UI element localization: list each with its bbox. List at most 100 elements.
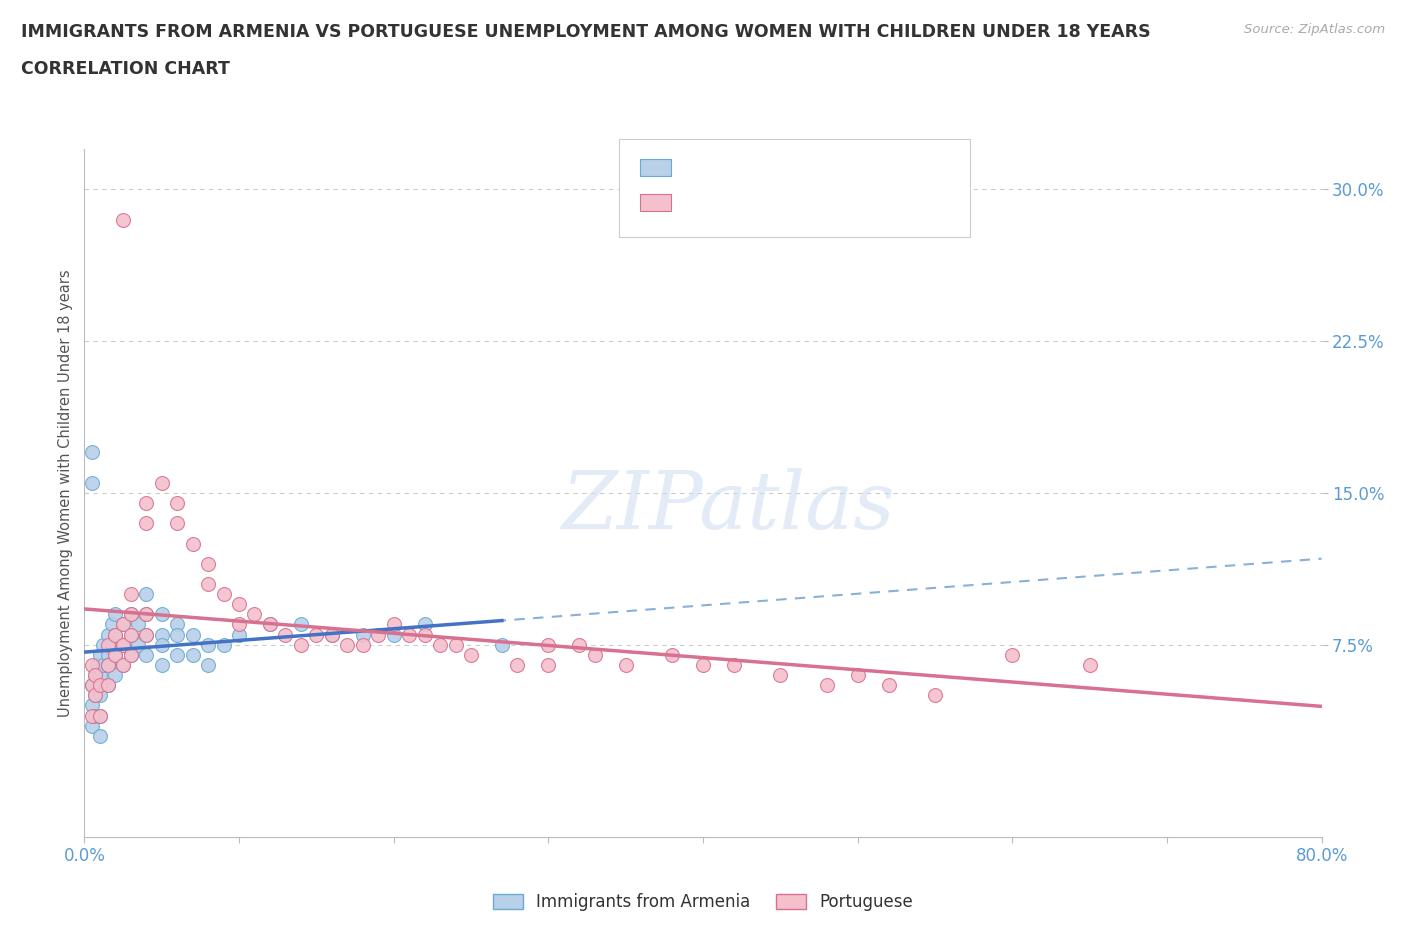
Point xyxy=(112,637,135,652)
Point xyxy=(382,617,405,631)
Point xyxy=(336,637,359,652)
Text: 0.151: 0.151 xyxy=(713,160,763,175)
Point xyxy=(101,637,124,652)
Point xyxy=(197,658,219,672)
Point xyxy=(135,647,157,662)
Point xyxy=(537,658,560,672)
Point xyxy=(692,658,714,672)
Point xyxy=(112,212,135,227)
Point xyxy=(150,475,173,490)
Point xyxy=(181,536,204,551)
Point xyxy=(444,637,467,652)
Point xyxy=(352,627,374,642)
Point xyxy=(112,658,135,672)
Point xyxy=(614,658,637,672)
Point xyxy=(150,658,173,672)
Point xyxy=(82,658,104,672)
Point xyxy=(212,587,235,602)
Text: R =: R = xyxy=(679,160,710,175)
Point xyxy=(197,637,219,652)
Point xyxy=(1001,647,1024,662)
Point xyxy=(89,728,111,743)
Point xyxy=(82,708,104,723)
Point xyxy=(228,627,250,642)
Point xyxy=(166,647,188,662)
Point xyxy=(84,708,107,723)
Point xyxy=(89,647,111,662)
Point xyxy=(120,587,142,602)
Point xyxy=(104,647,127,662)
Point xyxy=(120,607,142,622)
Point xyxy=(135,587,157,602)
Point xyxy=(112,658,135,672)
Point xyxy=(259,617,281,631)
Point xyxy=(84,668,107,683)
Point xyxy=(91,637,114,652)
Point xyxy=(112,617,135,631)
Point xyxy=(89,688,111,703)
Point xyxy=(127,617,149,631)
Point xyxy=(166,496,188,511)
Point xyxy=(135,607,157,622)
Point xyxy=(1078,658,1101,672)
Point xyxy=(96,658,118,672)
Text: -0.046: -0.046 xyxy=(706,195,763,210)
Point xyxy=(96,637,118,652)
Point xyxy=(112,617,135,631)
Point xyxy=(89,708,111,723)
Point xyxy=(86,658,108,672)
Text: Source: ZipAtlas.com: Source: ZipAtlas.com xyxy=(1244,23,1385,36)
Point xyxy=(150,627,173,642)
Point xyxy=(82,678,104,693)
Point xyxy=(120,647,142,662)
Point xyxy=(150,637,173,652)
Point xyxy=(305,627,328,642)
Text: 57: 57 xyxy=(844,160,866,175)
Point xyxy=(506,658,529,672)
Point xyxy=(290,617,312,631)
Point xyxy=(120,627,142,642)
Point xyxy=(197,577,219,591)
Point xyxy=(568,637,591,652)
Point xyxy=(135,607,157,622)
Point xyxy=(382,627,405,642)
Point xyxy=(583,647,606,662)
Text: N =: N = xyxy=(778,195,810,210)
Point xyxy=(212,637,235,652)
Point xyxy=(104,627,127,642)
Point xyxy=(321,627,343,642)
Point xyxy=(166,516,188,531)
Point xyxy=(84,688,107,703)
Text: R =: R = xyxy=(679,195,710,210)
Point xyxy=(413,617,436,631)
Point xyxy=(398,627,420,642)
Point xyxy=(135,516,157,531)
Point xyxy=(84,668,107,683)
Y-axis label: Unemployment Among Women with Children Under 18 years: Unemployment Among Women with Children U… xyxy=(58,269,73,717)
Point xyxy=(321,627,343,642)
Point xyxy=(96,678,118,693)
Point xyxy=(82,698,104,713)
Point xyxy=(166,627,188,642)
Point xyxy=(491,637,513,652)
Point xyxy=(150,607,173,622)
Point xyxy=(429,637,451,652)
Point xyxy=(82,678,104,693)
Point xyxy=(181,647,204,662)
Point xyxy=(120,647,142,662)
Text: 63: 63 xyxy=(844,195,866,210)
Point xyxy=(82,475,104,490)
Point xyxy=(815,678,838,693)
Point xyxy=(290,637,312,652)
Point xyxy=(127,637,149,652)
Text: IMMIGRANTS FROM ARMENIA VS PORTUGUESE UNEMPLOYMENT AMONG WOMEN WITH CHILDREN UND: IMMIGRANTS FROM ARMENIA VS PORTUGUESE UN… xyxy=(21,23,1150,41)
Point xyxy=(197,556,219,571)
Point xyxy=(135,496,157,511)
Point xyxy=(89,708,111,723)
Point xyxy=(91,658,114,672)
Point xyxy=(104,647,127,662)
Point xyxy=(82,718,104,733)
Point xyxy=(769,668,792,683)
Point xyxy=(352,637,374,652)
Point xyxy=(367,627,389,642)
